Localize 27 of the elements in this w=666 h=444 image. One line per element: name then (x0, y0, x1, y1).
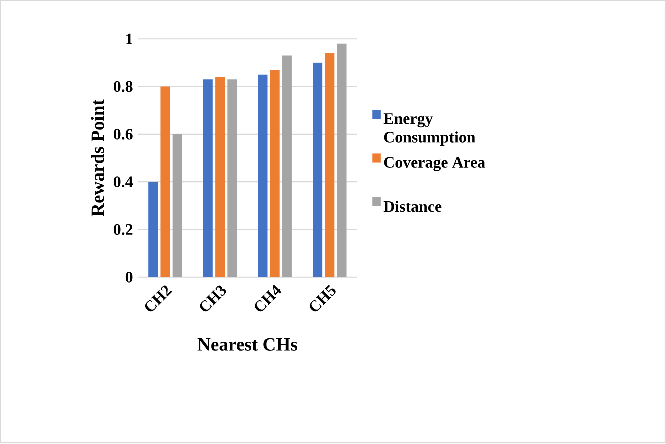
bar (216, 77, 226, 278)
bar (270, 70, 280, 278)
x-tick-label: CH3 (200, 286, 226, 312)
bar (148, 182, 158, 278)
bar (313, 63, 323, 278)
bar (258, 75, 268, 278)
bar (325, 54, 335, 278)
y-tick-label: 0.2 (114, 224, 133, 236)
y-tick-label: 0.8 (114, 82, 133, 92)
x-axis-title: Nearest CHs (198, 338, 298, 352)
y-axis-title: Rewards Point (91, 100, 104, 217)
y-tick-label: 0.4 (114, 176, 134, 188)
x-tick-label: CH4 (255, 285, 282, 312)
bar (203, 80, 213, 278)
bar (160, 86, 170, 278)
legend-label: Energy Consumption (384, 114, 476, 146)
legend-label: Coverage Area (384, 157, 486, 172)
y-tick-label: 1 (126, 34, 132, 45)
y-tick-label: 0.6 (114, 129, 133, 140)
bar (337, 44, 347, 278)
x-tick-label: CH5 (310, 285, 336, 312)
y-tick-label: 0 (126, 272, 133, 283)
bar (228, 80, 238, 278)
x-tick-label: CH2 (145, 286, 172, 312)
bar (172, 134, 182, 278)
legend-label: Distance (384, 201, 442, 212)
bar (282, 56, 292, 278)
